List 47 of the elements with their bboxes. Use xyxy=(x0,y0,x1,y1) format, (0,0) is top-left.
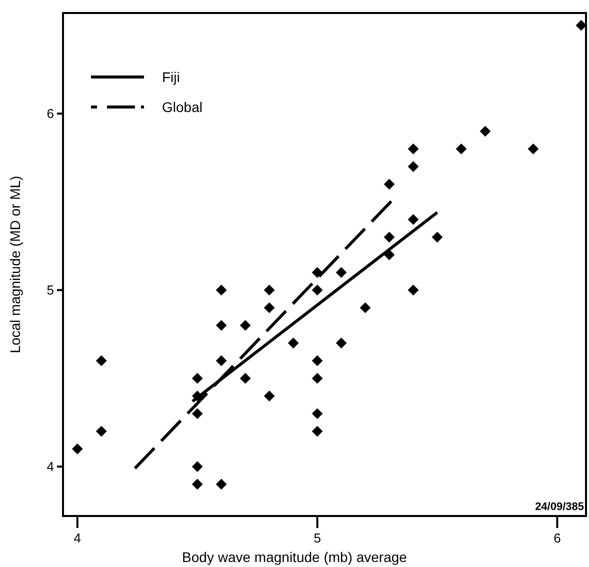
point xyxy=(336,338,347,348)
x-tick-label: 4 xyxy=(74,530,82,546)
point xyxy=(216,355,227,366)
point xyxy=(192,478,203,490)
point xyxy=(240,372,251,384)
point xyxy=(480,126,491,137)
point xyxy=(312,372,323,384)
point xyxy=(192,372,203,384)
point xyxy=(264,302,275,314)
x-tick-label: 6 xyxy=(554,530,561,546)
legend-label: Fiji xyxy=(162,69,180,85)
point xyxy=(384,232,395,243)
y-tick-label: 4 xyxy=(46,458,54,474)
point xyxy=(216,320,227,331)
y-tick-label: 5 xyxy=(46,282,54,298)
point xyxy=(528,143,539,154)
point xyxy=(264,390,275,402)
x-tick-label: 5 xyxy=(314,530,321,546)
point xyxy=(72,444,83,454)
point xyxy=(384,178,395,190)
point xyxy=(240,320,251,331)
point xyxy=(312,284,323,296)
point xyxy=(336,267,347,278)
point xyxy=(96,355,107,366)
point xyxy=(96,426,107,437)
point xyxy=(312,408,323,420)
y-tick-label: 6 xyxy=(46,106,54,121)
point xyxy=(408,143,419,154)
point xyxy=(312,426,323,437)
point xyxy=(192,408,203,420)
point xyxy=(360,302,371,314)
y-axis-title: Local magnitude (MD or ML) xyxy=(7,176,23,354)
point xyxy=(432,232,443,243)
point xyxy=(216,284,227,296)
point xyxy=(312,355,323,366)
point xyxy=(288,338,299,348)
point xyxy=(216,478,227,490)
point xyxy=(312,267,323,278)
x-axis-title: Body wave magnitude (mb) average xyxy=(182,549,408,565)
annotation: 24/09/385 xyxy=(535,501,584,513)
legend-label: Global xyxy=(162,99,202,115)
point xyxy=(408,284,419,296)
point xyxy=(408,161,419,172)
point xyxy=(408,214,419,225)
point xyxy=(192,461,203,472)
point xyxy=(264,284,275,296)
point xyxy=(456,143,467,154)
